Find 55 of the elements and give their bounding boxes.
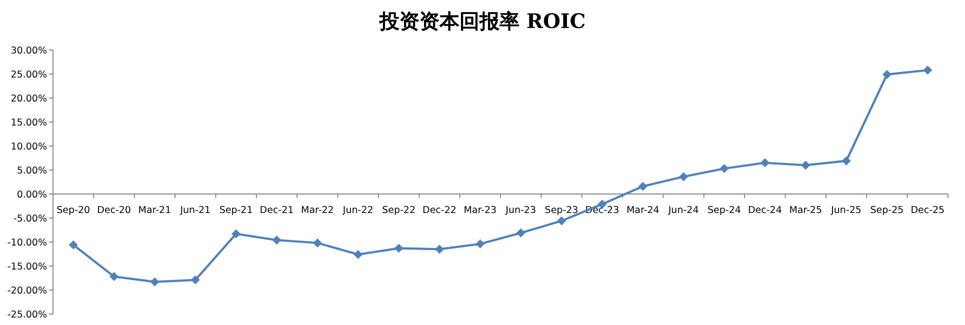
point — [557, 216, 566, 226]
x-tick-label: Dec-24 — [748, 205, 782, 216]
y-tick-label: 20.00% — [10, 94, 47, 104]
x-tick-label: Jun-25 — [830, 205, 862, 216]
y-tick-label: 15.00% — [10, 118, 47, 128]
x-tick-label: Sep-22 — [382, 205, 416, 216]
y-tick-label: 30.00% — [10, 46, 47, 56]
point — [801, 160, 810, 170]
x-tick-label: Dec-21 — [260, 205, 294, 216]
point — [110, 272, 119, 282]
y-tick-label: 0.00% — [16, 190, 47, 200]
point — [882, 70, 892, 79]
x-tick-label: Jun-24 — [667, 205, 699, 216]
point — [354, 250, 363, 259]
point — [923, 66, 932, 75]
point — [394, 244, 404, 253]
x-tick-label: Mar-23 — [464, 205, 497, 216]
x-tick-label: Sep-21 — [219, 205, 253, 216]
y-tick-label: -25.00% — [7, 310, 47, 320]
x-tick-label: Dec-25 — [910, 205, 945, 216]
x-tick-label: Sep-20 — [56, 205, 90, 216]
x-tick-label: Mar-25 — [789, 205, 822, 216]
point — [68, 240, 78, 250]
point — [312, 238, 322, 248]
y-tick-label: 5.00% — [16, 166, 47, 176]
y-tick-label: 10.00% — [10, 142, 47, 152]
point — [272, 236, 282, 245]
x-tick-label: Dec-22 — [422, 205, 456, 216]
y-tick-label: 25.00% — [10, 70, 47, 80]
x-tick-label: Sep-25 — [870, 205, 904, 216]
point — [190, 275, 200, 284]
point — [720, 164, 729, 174]
x-tick-label: Jun-21 — [179, 205, 211, 216]
x-tick-label: Dec-20 — [97, 205, 131, 216]
y-tick-label: -20.00% — [7, 286, 47, 296]
x-tick-label: Sep-23 — [544, 205, 578, 216]
point — [638, 182, 648, 191]
x-tick-label: Sep-24 — [708, 205, 741, 216]
chart-title: 投资资本回报率 ROIC — [378, 9, 586, 33]
y-tick-label: -5.00% — [13, 214, 47, 224]
point — [434, 244, 444, 254]
point — [516, 228, 526, 238]
x-tick-label: Mar-22 — [301, 205, 334, 216]
point — [760, 158, 770, 168]
x-tick-label: Mar-24 — [626, 205, 660, 216]
point — [679, 172, 688, 182]
x-tick-label: Mar-21 — [138, 205, 172, 216]
point — [476, 239, 485, 248]
x-tick-label: Jun-22 — [342, 205, 374, 216]
y-tick-label: -15.00% — [7, 262, 47, 272]
point — [842, 156, 851, 166]
point — [232, 229, 241, 238]
x-tick-label: Jun-23 — [504, 205, 536, 216]
y-tick-label: -10.00% — [7, 238, 47, 248]
point — [150, 277, 160, 286]
